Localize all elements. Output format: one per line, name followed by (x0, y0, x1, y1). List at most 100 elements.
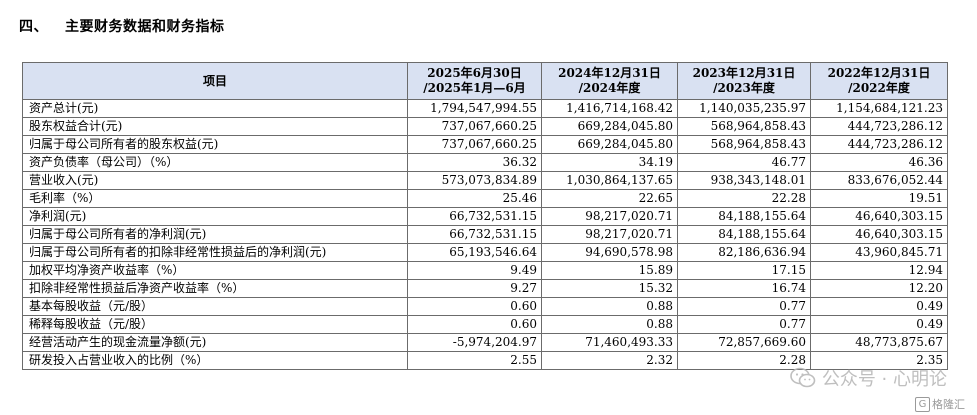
row-label: 资产总计(元) (22, 99, 408, 118)
cell-value: 12.94 (810, 261, 948, 280)
cell-value: 669,284,045.80 (541, 135, 678, 154)
table-row: 资产总计(元) 1,794,547,994.55 1,416,714,168.42 1… (22, 99, 948, 118)
row-label: 研发投入占营业收入的比例（%） (22, 351, 408, 370)
cell-value: 12.20 (810, 279, 948, 298)
wechat-watermark: 公众号 · 心明论 (790, 365, 947, 391)
row-label: 稀释每股收益（元/股） (22, 315, 408, 334)
header-2024: 2024年12月31日/2024年度 (541, 62, 678, 100)
section-heading: 四、 主要财务数据和财务指标 (19, 16, 225, 36)
table-header-row: 项目 2025年6月30日/2025年1月—6月 2024年12月31日/202… (22, 62, 948, 100)
cell-value: 444,723,286.12 (810, 117, 948, 136)
cell-value: 34.19 (541, 153, 678, 172)
g-logo-icon: G (915, 396, 930, 412)
cell-value: 46,640,303.15 (810, 207, 948, 226)
cell-value: 568,964,858.43 (677, 117, 811, 136)
table-row: 研发投入占营业收入的比例（%） 2.55 2.32 2.28 2.35 (22, 351, 948, 370)
table-row: 加权平均净资产收益率（%） 9.49 15.89 17.15 12.94 (22, 261, 948, 280)
table-row: 归属于母公司所有者的扣除非经常性损益后的净利润(元) 65,193,546.64 9… (22, 243, 948, 262)
cell-value: 833,676,052.44 (810, 171, 948, 190)
section-title: 主要财务数据和财务指标 (65, 19, 225, 35)
cell-value: 65,193,546.64 (407, 243, 542, 262)
cell-value: 0.60 (407, 297, 542, 316)
cell-value: 71,460,493.33 (541, 333, 678, 352)
cell-value: 19.51 (810, 189, 948, 208)
watermark-text: 公众号 · 心明论 (821, 369, 947, 390)
table-row: 归属于母公司所有者的净利润(元) 66,732,531.15 98,217,020.… (22, 225, 948, 244)
cell-value: 72,857,669.60 (677, 333, 811, 352)
wechat-logo-icon (790, 367, 816, 389)
table-row: 毛利率（%） 25.46 22.65 22.28 19.51 (22, 189, 948, 208)
cell-value: 737,067,660.25 (407, 135, 542, 154)
cell-value: 84,188,155.64 (677, 225, 811, 244)
table-row: 稀释每股收益（元/股） 0.60 0.88 0.77 0.49 (22, 315, 948, 334)
header-2022: 2022年12月31日/2022年度 (810, 62, 948, 100)
cell-value: 15.32 (541, 279, 678, 298)
cell-value: 16.74 (677, 279, 811, 298)
row-label: 毛利率（%） (22, 189, 408, 208)
row-label: 净利润(元) (22, 207, 408, 226)
header-2023: 2023年12月31日/2023年度 (677, 62, 811, 100)
cell-value: 66,732,531.15 (407, 225, 542, 244)
table-row: 经营活动产生的现金流量净额(元) -5,974,204.97 71,460,493.… (22, 333, 948, 352)
cell-value: 25.46 (407, 189, 542, 208)
cell-value: 46.36 (810, 153, 948, 172)
row-label: 归属于母公司所有者的股东权益(元) (22, 135, 408, 154)
cell-value: 66,732,531.15 (407, 207, 542, 226)
cell-value: 82,186,636.94 (677, 243, 811, 262)
row-label: 资产负债率（母公司）（%） (22, 153, 408, 172)
table-row: 扣除非经常性损益后净资产收益率（%） 9.27 15.32 16.74 12.20 (22, 279, 948, 298)
table-row: 归属于母公司所有者的股东权益(元) 737,067,660.25 669,284,0… (22, 135, 948, 154)
cell-value: 0.88 (541, 297, 678, 316)
cell-value: 22.28 (677, 189, 811, 208)
cell-value: 46.77 (677, 153, 811, 172)
cell-value: 84,188,155.64 (677, 207, 811, 226)
cell-value: 46,640,303.15 (810, 225, 948, 244)
row-label: 扣除非经常性损益后净资产收益率（%） (22, 279, 408, 298)
glh-watermark-text: 格隆汇 (932, 398, 965, 411)
cell-value: 22.65 (541, 189, 678, 208)
cell-value: 444,723,286.12 (810, 135, 948, 154)
cell-value: 1,416,714,168.42 (541, 99, 678, 118)
section-number: 四、 (19, 19, 48, 35)
header-2025h1: 2025年6月30日/2025年1月—6月 (407, 62, 542, 100)
row-label: 股东权益合计(元) (22, 117, 408, 136)
glh-watermark: G 格隆汇 (915, 396, 965, 412)
cell-value: 1,794,547,994.55 (407, 99, 542, 118)
cell-value: 0.49 (810, 315, 948, 334)
cell-value: 94,690,578.98 (541, 243, 678, 262)
cell-value: 9.49 (407, 261, 542, 280)
cell-value: 573,073,834.89 (407, 171, 542, 190)
row-label: 加权平均净资产收益率（%） (22, 261, 408, 280)
cell-value: 15.89 (541, 261, 678, 280)
row-label: 营业收入(元) (22, 171, 408, 190)
cell-value: 98,217,020.71 (541, 207, 678, 226)
cell-value: 1,140,035,235.97 (677, 99, 811, 118)
table-row: 基本每股收益（元/股） 0.60 0.88 0.77 0.49 (22, 297, 948, 316)
financial-data-table: 项目 2025年6月30日/2025年1月—6月 2024年12月31日/202… (22, 62, 948, 370)
cell-value: 938,343,148.01 (677, 171, 811, 190)
cell-value: 737,067,660.25 (407, 117, 542, 136)
cell-value: 0.60 (407, 315, 542, 334)
cell-value: 48,773,875.67 (810, 333, 948, 352)
cell-value: -5,974,204.97 (407, 333, 542, 352)
table-row: 资产负债率（母公司）（%） 36.32 34.19 46.77 46.36 (22, 153, 948, 172)
row-label: 归属于母公司所有者的扣除非经常性损益后的净利润(元) (22, 243, 408, 262)
cell-value: 98,217,020.71 (541, 225, 678, 244)
row-label: 归属于母公司所有者的净利润(元) (22, 225, 408, 244)
cell-value: 0.49 (810, 297, 948, 316)
cell-value: 2.35 (810, 351, 948, 370)
cell-value: 0.77 (677, 297, 811, 316)
cell-value: 2.28 (677, 351, 811, 370)
cell-value: 9.27 (407, 279, 542, 298)
cell-value: 36.32 (407, 153, 542, 172)
table-row: 股东权益合计(元) 737,067,660.25 669,284,045.80 568… (22, 117, 948, 136)
cell-value: 0.88 (541, 315, 678, 334)
cell-value: 2.32 (541, 351, 678, 370)
row-label: 经营活动产生的现金流量净额(元) (22, 333, 408, 352)
row-label: 基本每股收益（元/股） (22, 297, 408, 316)
cell-value: 2.55 (407, 351, 542, 370)
cell-value: 43,960,845.71 (810, 243, 948, 262)
cell-value: 1,154,684,121.23 (810, 99, 948, 118)
cell-value: 17.15 (677, 261, 811, 280)
cell-value: 568,964,858.43 (677, 135, 811, 154)
